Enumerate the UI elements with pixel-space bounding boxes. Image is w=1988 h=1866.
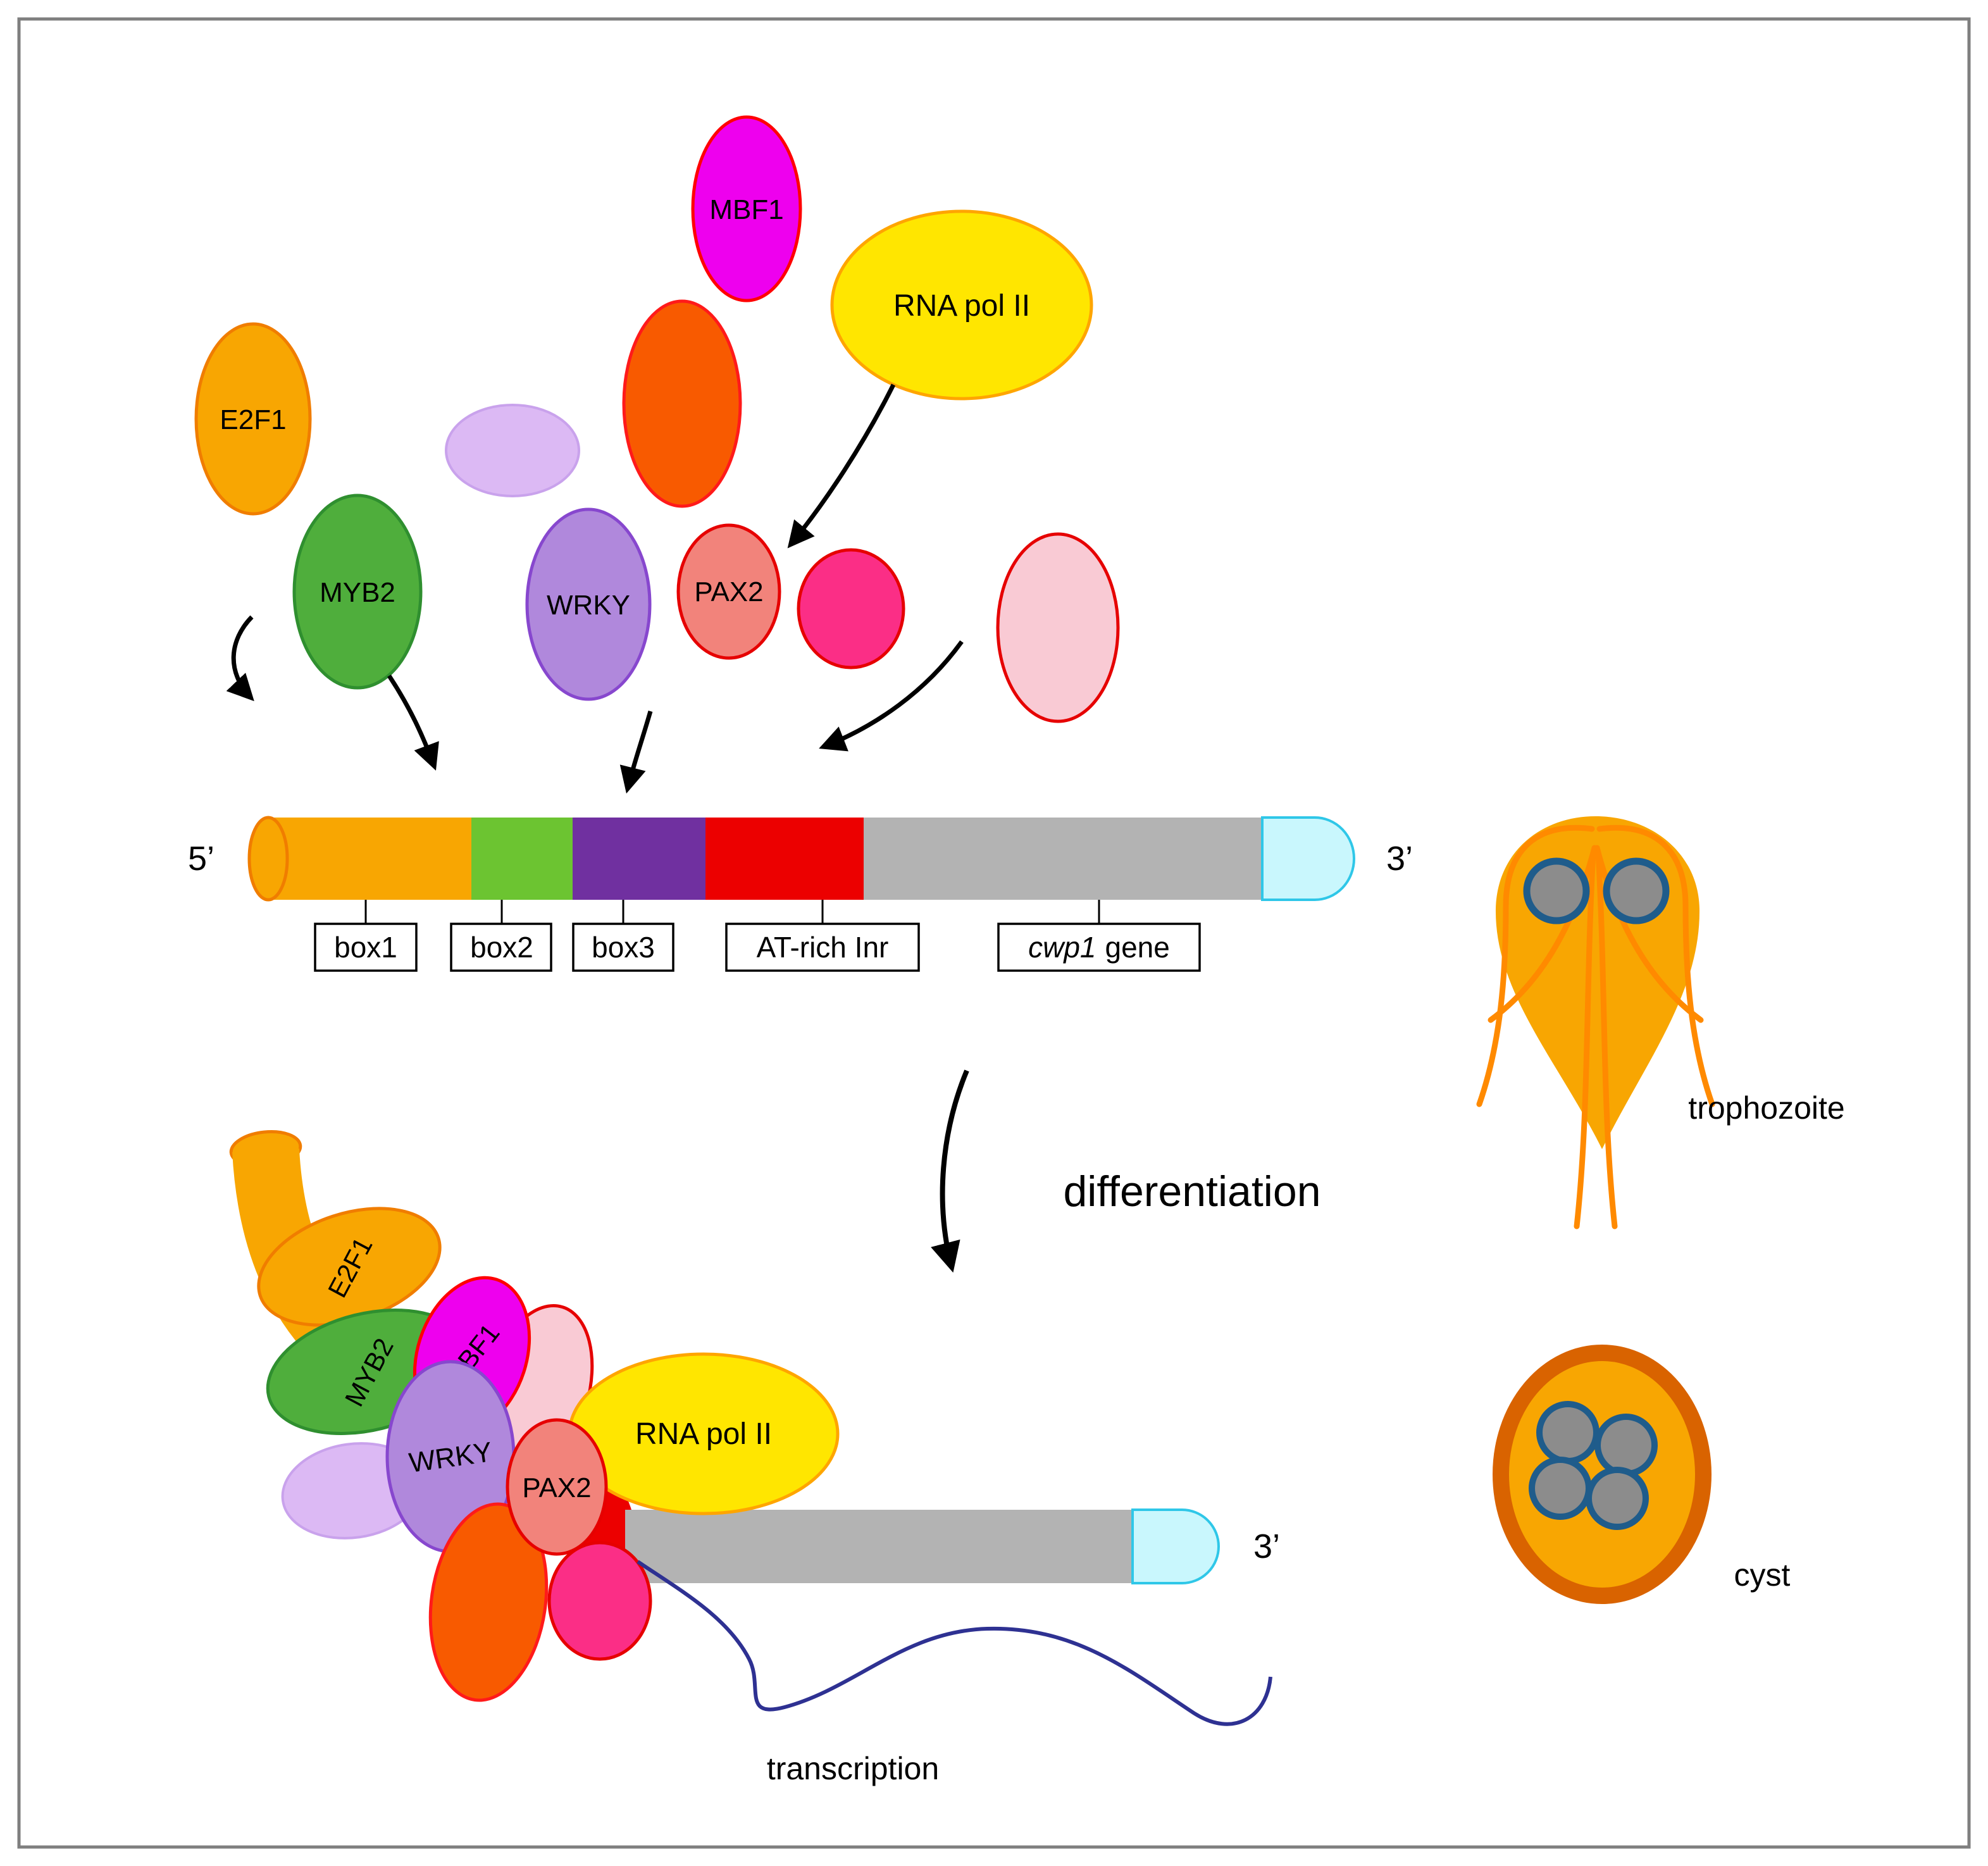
cyst-nucleus-3 (1529, 1457, 1592, 1520)
deep-pink-factor-blob (797, 548, 905, 669)
arrow-wrky-to-bar (619, 711, 653, 794)
cyst-nucleus-1 (1536, 1401, 1600, 1464)
pax2-blob (676, 523, 781, 660)
assembled-complex: 3’ E2F1 MYB2 MBF1 WRKY RNA pol II PAX2 (229, 1130, 1280, 1702)
three-prime-label-bottom: 3’ (1253, 1527, 1280, 1565)
bar-segment-gray-cwp1 (864, 818, 1262, 900)
at-rich-inr-frame (725, 923, 920, 972)
mrna-transcript-line (637, 1560, 1272, 1726)
at-rich-inr-label: AT-rich Inr (757, 931, 889, 964)
arrow-e2f1-to-bar (226, 615, 254, 702)
cwp1-gene-label-italic: cwp1 (1028, 931, 1096, 964)
rna-pol-ii-label: RNA pol II (893, 289, 1030, 323)
flagellum-right-anterior (1596, 825, 1715, 1107)
three-prime-label-top: 3’ (1386, 840, 1413, 878)
pax2-label: PAX2 (694, 576, 763, 607)
box1-frame (314, 923, 418, 972)
differentiation-arrow (931, 1069, 969, 1273)
rna-pol-ii-blob (830, 209, 1093, 401)
mbf1-label: MBF1 (709, 194, 783, 225)
trophozoite-flagella (1476, 825, 1715, 1229)
box3-label: box3 (592, 931, 655, 964)
lavender-factor-blob (445, 404, 580, 497)
binding-arrows (226, 383, 964, 794)
box-connector-ticks (364, 900, 1100, 924)
trophozoite-nucleus-right (1603, 857, 1670, 924)
rna-pol-ii-bound-label: RNA pol II (635, 1417, 772, 1451)
bar-segment-cyan-3prime (1261, 816, 1355, 901)
promoter-element-labels: box1 box2 box3 AT-rich Inr cwp1 gene (314, 923, 1201, 972)
arrow-pink-to-bar (819, 640, 964, 752)
flagellum-caudal-left (1574, 850, 1596, 1229)
cwp1-gene-label-rest: gene (1105, 931, 1170, 964)
bar-segment-red-inr (705, 818, 864, 900)
bent-bar-gray-segment (625, 1510, 1133, 1583)
trophozoite-illustration: trophozoite (1476, 816, 1845, 1229)
myb2-blob (292, 494, 423, 690)
box2-label: box2 (470, 931, 533, 964)
box3-frame (572, 923, 674, 972)
bar-segment-green-box2 (471, 818, 573, 900)
cyst-illustration: cyst (1493, 1345, 1791, 1604)
bent-bar-cyan-3prime (1131, 1508, 1220, 1584)
mbf1-blob (691, 115, 802, 302)
arrow-rnapol-to-bar (787, 383, 896, 549)
e2f1-label: E2F1 (220, 404, 286, 435)
box1-label: box1 (334, 931, 397, 964)
deep-pink-bound-blob (547, 1541, 652, 1661)
flagellum-caudal-right (1595, 850, 1618, 1229)
myb2-label: MYB2 (320, 577, 395, 608)
pax2-bound-blob (506, 1418, 608, 1556)
pax2-bound-label: PAX2 (522, 1472, 591, 1503)
differentiation-label: differentiation (1063, 1167, 1320, 1216)
cyst-nucleus-2 (1594, 1414, 1658, 1477)
bar-segment-purple-box3 (573, 818, 705, 900)
box2-frame (450, 923, 552, 972)
transcription-output: transcription (637, 1560, 1272, 1786)
arrow-myb2-to-bar (387, 675, 439, 771)
trophozoite-nucleus-left (1523, 857, 1590, 924)
wrky-label: WRKY (547, 590, 630, 621)
flagellum-left-anterior (1476, 825, 1595, 1107)
promoter-bar-top: 5’ 3’ box1 box2 box3 AT-rich Inr cwp1 gen… (188, 816, 1413, 972)
cwp1-gene-label: cwp1 gene (1028, 931, 1170, 964)
trophozoite-label: trophozoite (1688, 1090, 1844, 1126)
bar-segment-orange (266, 818, 471, 900)
cyst-nucleus-4 (1586, 1467, 1649, 1530)
transcription-label: transcription (767, 1751, 939, 1786)
five-prime-label: 5’ (188, 840, 214, 878)
cyst-label: cyst (1734, 1557, 1791, 1593)
wrky-blob (525, 507, 652, 701)
dark-orange-factor-blob (622, 299, 742, 508)
free-transcription-factors: MBF1 RNA pol II E2F1 MYB2 WRKY PAX2 (194, 115, 1120, 723)
light-pink-factor-blob (996, 532, 1120, 723)
differentiation-step: differentiation (931, 1069, 1321, 1273)
e2f1-blob (194, 322, 312, 516)
cwp1-gene-frame (997, 923, 1201, 972)
bar-5prime-cap (247, 816, 289, 902)
dark-orange-bound-blob (428, 1502, 549, 1702)
